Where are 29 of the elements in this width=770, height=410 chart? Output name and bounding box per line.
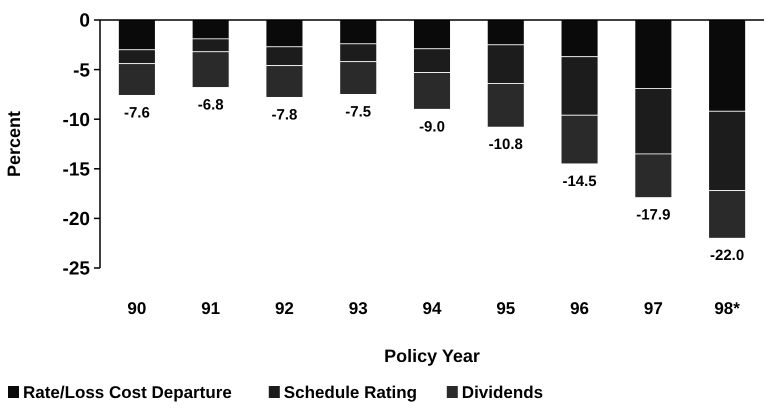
total-label: -22.0 [710,247,744,264]
total-label: -17.9 [636,206,670,224]
x-tick-label: 98* [714,299,740,318]
y-tick-label: 0 [79,10,90,32]
y-tick-label: -25 [62,258,90,280]
legend-label: Schedule Rating [284,383,417,402]
y-axis-title: Percent [4,110,24,178]
x-tick-label: 96 [570,299,590,318]
x-tick-label: 93 [348,299,368,318]
x-tick-label: 92 [274,299,294,318]
total-label: -10.8 [488,136,523,154]
y-tick-label: -15 [62,159,90,180]
total-label: -14.5 [562,172,597,190]
x-tick-label: 90 [127,299,146,318]
total-label: -6.8 [198,96,224,114]
legend-label: Dividends [462,383,544,402]
y-tick-label: -20 [62,209,90,230]
x-tick-label: 91 [201,299,220,318]
x-tick-label: 94 [422,299,442,318]
total-label: -7.6 [124,104,150,122]
x-axis-title: Policy Year [384,346,480,366]
total-label: -9.0 [419,118,445,136]
total-label: -7.5 [345,103,372,120]
x-tick-label: 97 [644,299,663,318]
y-tick-label: -5 [73,60,90,82]
x-tick-label: 95 [496,299,516,318]
y-tick-label: -10 [62,110,90,131]
total-label: -7.8 [272,106,298,124]
legend-label: Rate/Loss Cost Departure [23,383,232,402]
